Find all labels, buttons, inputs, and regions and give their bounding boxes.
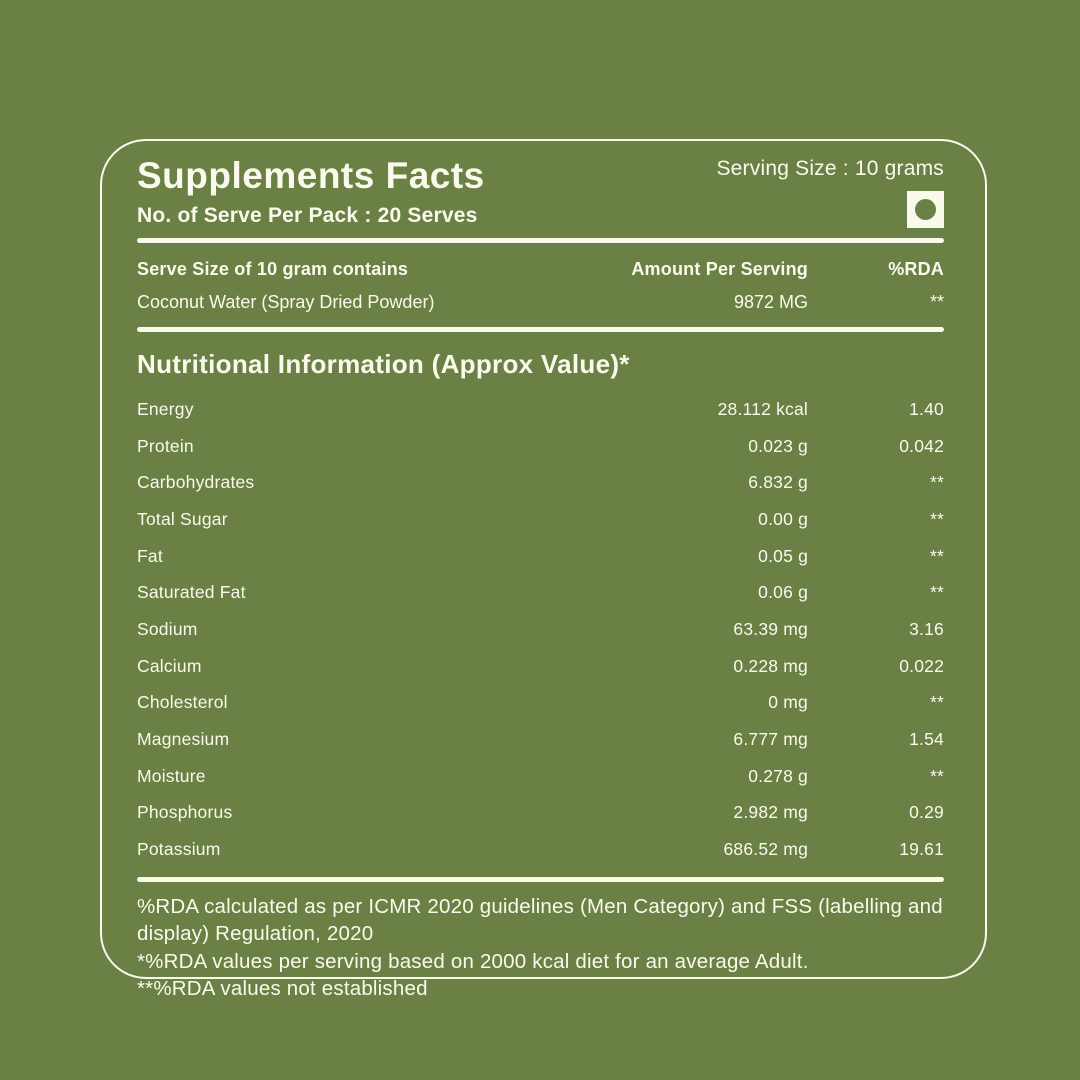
footnote-rda-basis: *%RDA values per serving based on 2000 k… — [137, 949, 809, 973]
nutrient-name: Sodium — [137, 618, 198, 639]
col-header-serve-size: Serve Size of 10 gram contains — [137, 259, 409, 279]
nutrient-rda: 1.54 — [909, 729, 944, 750]
ingredient-name: Coconut Water (Spray Dried Powder) — [137, 292, 435, 312]
nutrient-rda: ** — [929, 692, 944, 713]
table-row-fat: Fat 0.05 g ** — [137, 538, 944, 575]
nutrient-rows: Energy 28.112 kcal 1.40 Protein 0.023 g … — [137, 391, 944, 868]
nutrient-amount: 63.39 mg — [733, 618, 808, 639]
footnote-rda-guidelines: %RDA calculated as per ICMR 2020 guideli… — [137, 894, 943, 946]
nutrient-name: Saturated Fat — [137, 582, 246, 603]
nutrient-name: Cholesterol — [137, 692, 228, 713]
nutrient-amount: 0.00 g — [758, 508, 808, 529]
nutrient-name: Energy — [137, 398, 194, 419]
nutrient-amount: 0.06 g — [758, 582, 808, 603]
table-header-row: Serve Size of 10 gram contains Amount Pe… — [137, 252, 944, 287]
nutrient-rda: 3.16 — [909, 618, 944, 639]
panel-title: Supplements Facts — [137, 155, 485, 196]
veg-mark-icon — [907, 191, 944, 228]
divider-middle — [137, 327, 944, 332]
nutrient-rda: 1.40 — [909, 398, 944, 419]
nutrient-name: Calcium — [137, 655, 202, 676]
footnotes: %RDA calculated as per ICMR 2020 guideli… — [137, 893, 944, 1003]
nutrient-amount: 6.777 mg — [733, 729, 808, 750]
nutrient-rda: ** — [929, 582, 944, 603]
nutrient-name: Protein — [137, 435, 194, 456]
table-row-carbohydrates: Carbohydrates 6.832 g ** — [137, 464, 944, 501]
nutrient-rda: ** — [929, 472, 944, 493]
nutrient-amount: 0.228 mg — [733, 655, 808, 676]
nutrient-rda: ** — [929, 765, 944, 786]
nutrient-amount: 2.982 mg — [733, 802, 808, 823]
table-row-potassium: Potassium 686.52 mg 19.61 — [137, 831, 944, 868]
nutrient-rda: 0.29 — [909, 802, 944, 823]
table-row-coconut-water: Coconut Water (Spray Dried Powder) 9872 … — [137, 287, 944, 318]
nutrient-rda: ** — [929, 545, 944, 566]
nutrient-name: Magnesium — [137, 729, 230, 750]
nutrient-amount: 0.05 g — [758, 545, 808, 566]
nutrient-name: Fat — [137, 545, 163, 566]
nutrient-name: Potassium — [137, 839, 221, 860]
table-row-saturated-fat: Saturated Fat 0.06 g ** — [137, 574, 944, 611]
footnote-rda-not-established: **%RDA values not established — [137, 977, 428, 1001]
table-row-cholesterol: Cholesterol 0 mg ** — [137, 685, 944, 722]
serves-per-pack-text: No. of Serve Per Pack : 20 Serves — [137, 204, 478, 227]
nutrient-name: Moisture — [137, 765, 206, 786]
table-row-calcium: Calcium 0.228 mg 0.022 — [137, 648, 944, 685]
supplement-facts-panel: Supplements Facts No. of Serve Per Pack … — [100, 139, 987, 1000]
nutrient-amount: 0.278 g — [748, 765, 808, 786]
divider-bottom — [137, 876, 944, 882]
panel-header-right: Serving Size : 10 grams — [716, 153, 944, 228]
col-header-rda: %RDA — [888, 259, 944, 279]
table-row-moisture: Moisture 0.278 g ** — [137, 758, 944, 795]
divider-top — [137, 238, 944, 243]
ingredient-amount: 9872 MG — [733, 292, 808, 312]
nutrient-rda: 0.042 — [899, 435, 944, 456]
col-header-amount: Amount Per Serving — [631, 259, 808, 279]
nutrient-amount: 6.832 g — [748, 472, 808, 493]
table-row-energy: Energy 28.112 kcal 1.40 — [137, 391, 944, 428]
table-row-protein: Protein 0.023 g 0.042 — [137, 428, 944, 465]
table-row-magnesium: Magnesium 6.777 mg 1.54 — [137, 721, 944, 758]
nutrient-amount: 0 mg — [768, 692, 808, 713]
nutrient-amount: 0.023 g — [748, 435, 808, 456]
nutrient-amount: 28.112 kcal — [717, 398, 808, 419]
veg-mark-dot — [915, 199, 936, 220]
nutrient-rda: 0.022 — [899, 655, 944, 676]
nutrient-name: Phosphorus — [137, 802, 233, 823]
nutrient-rda: 19.61 — [899, 839, 944, 860]
nutrient-name: Total Sugar — [137, 508, 228, 529]
nutrient-amount: 686.52 mg — [723, 839, 808, 860]
table-row-sodium: Sodium 63.39 mg 3.16 — [137, 611, 944, 648]
nutritional-info-title: Nutritional Information (Approx Value)* — [137, 349, 630, 379]
serving-size-text: Serving Size : 10 grams — [716, 157, 944, 180]
nutrient-name: Carbohydrates — [137, 472, 255, 493]
table-row-phosphorus: Phosphorus 2.982 mg 0.29 — [137, 795, 944, 832]
panel-header: Supplements Facts No. of Serve Per Pack … — [137, 153, 944, 228]
table-row-total-sugar: Total Sugar 0.00 g ** — [137, 501, 944, 538]
ingredient-rda: ** — [929, 292, 944, 312]
panel-header-left: Supplements Facts No. of Serve Per Pack … — [137, 153, 485, 228]
nutrient-rda: ** — [929, 508, 944, 529]
